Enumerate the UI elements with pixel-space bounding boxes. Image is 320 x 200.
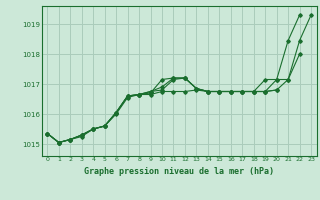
X-axis label: Graphe pression niveau de la mer (hPa): Graphe pression niveau de la mer (hPa) xyxy=(84,167,274,176)
